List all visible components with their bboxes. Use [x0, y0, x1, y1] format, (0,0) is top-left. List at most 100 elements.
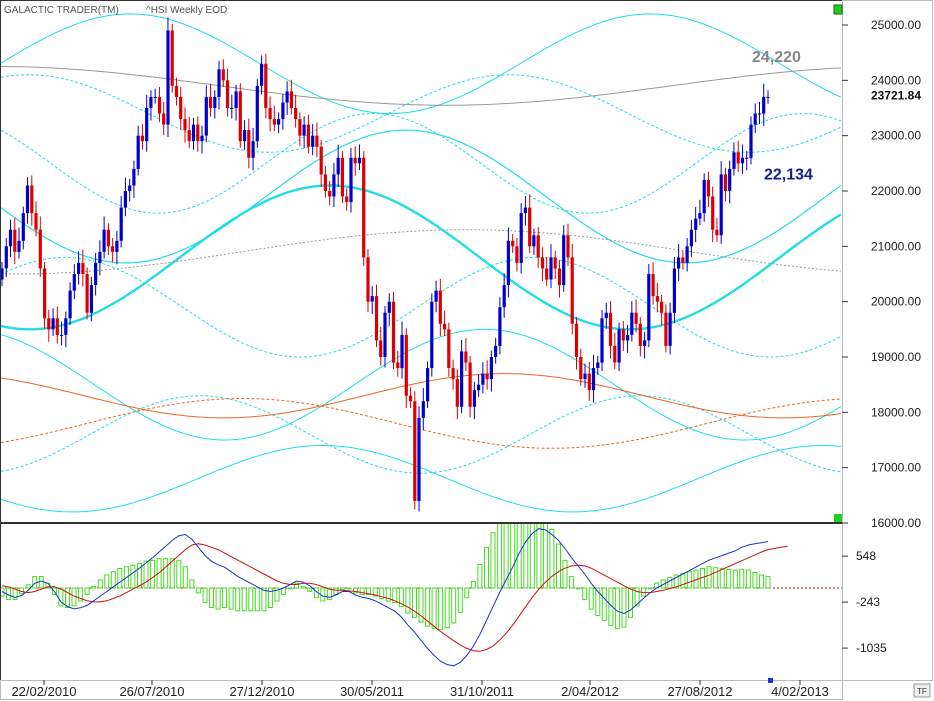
- histogram-bar: [110, 571, 116, 589]
- tf-button-label[interactable]: TF: [917, 687, 927, 696]
- candle-body: [413, 401, 417, 501]
- candle-body: [426, 368, 430, 402]
- candle-body: [621, 329, 625, 341]
- candle-body: [443, 323, 447, 330]
- candle-body: [170, 30, 174, 86]
- histogram-bar: [647, 587, 653, 590]
- histogram-bar: [732, 569, 738, 589]
- candle-body: [264, 63, 268, 108]
- candle-body: [106, 229, 110, 247]
- histogram-bar: [405, 587, 411, 614]
- price-panel-frame: [0, 0, 843, 523]
- date-tick-label: 26/07/2010: [119, 684, 184, 699]
- candle-body: [702, 179, 706, 214]
- histogram-bar: [104, 574, 110, 589]
- candle-body: [711, 196, 715, 230]
- candle-body: [43, 268, 47, 319]
- histogram-bar: [150, 559, 156, 589]
- price-tick-label: 19000.00: [871, 350, 921, 364]
- histogram-bar: [38, 576, 44, 589]
- candle-body: [532, 235, 536, 247]
- tf-button[interactable]: [913, 683, 931, 698]
- histogram-bar: [84, 587, 90, 595]
- candle-body: [153, 96, 157, 98]
- candle-body: [715, 229, 719, 236]
- histogram-bar: [516, 524, 522, 589]
- histogram-bar: [673, 574, 679, 589]
- macd-tick-label: -243: [856, 595, 880, 609]
- histogram-bar: [497, 524, 503, 589]
- histogram-bar: [457, 587, 463, 613]
- candle-body: [617, 329, 621, 363]
- candle-body: [162, 113, 166, 125]
- candle-body: [277, 119, 281, 125]
- candle-body: [660, 301, 664, 313]
- histogram-bar: [300, 585, 306, 589]
- candle-body: [332, 174, 336, 197]
- candle-body: [115, 240, 119, 252]
- cycle-curve-9: [1, 445, 842, 513]
- candle-body: [477, 384, 481, 391]
- candle-body: [166, 30, 170, 125]
- histogram-bar: [752, 572, 758, 589]
- histogram-bar: [241, 587, 247, 612]
- candle-body: [762, 96, 766, 114]
- cycle-curve-3: [1, 112, 842, 214]
- candle-body: [579, 357, 583, 380]
- histogram-bar: [418, 587, 424, 623]
- histogram-bar: [307, 587, 313, 592]
- price-tick-label: 20000.00: [871, 295, 921, 309]
- candle-body: [77, 262, 81, 274]
- histogram-bar: [346, 587, 352, 590]
- candle-body: [562, 235, 566, 286]
- histogram-bar: [614, 587, 620, 630]
- candle-body: [570, 257, 574, 324]
- candle-body: [157, 96, 162, 114]
- candle-body: [294, 108, 298, 120]
- bottom-panel-button[interactable]: [834, 514, 842, 522]
- candle-body: [221, 69, 225, 81]
- histogram-bar: [130, 564, 136, 589]
- candle-body: [472, 390, 476, 407]
- candle-body: [128, 185, 132, 191]
- candle-body: [706, 179, 710, 197]
- cycle-curve-10: [1, 66, 842, 106]
- histogram-bar: [25, 584, 31, 589]
- candle-body: [204, 96, 208, 136]
- candle-body: [51, 318, 55, 330]
- candle-body: [55, 318, 59, 335]
- macd-tick-label: -1035: [856, 641, 887, 655]
- candle-body: [89, 285, 93, 313]
- candle-body: [506, 240, 510, 286]
- histogram-bar: [117, 568, 123, 589]
- histogram-bar: [444, 587, 450, 629]
- histogram-bar: [398, 587, 404, 608]
- candle-body: [736, 152, 740, 164]
- candle-body: [319, 146, 323, 175]
- candle-body: [421, 401, 425, 418]
- candle-body: [664, 312, 668, 346]
- candle-body: [464, 351, 468, 363]
- scroll-marker[interactable]: [768, 678, 773, 683]
- candle-body: [485, 373, 489, 380]
- histogram-bar: [431, 587, 437, 630]
- candle-body: [523, 207, 527, 214]
- top-panel-button[interactable]: [833, 4, 843, 15]
- candle-body: [613, 345, 617, 363]
- histogram-bar: [470, 581, 476, 589]
- candle-body: [94, 262, 98, 285]
- annotation-upper-target: 24,220: [752, 49, 801, 66]
- date-tick-label: 27/12/2010: [229, 684, 294, 699]
- candle-body: [638, 323, 642, 346]
- candle-body: [21, 213, 25, 241]
- candle-body: [345, 196, 349, 202]
- candle-body: [298, 119, 302, 136]
- histogram-bar: [686, 571, 692, 589]
- histogram-bar: [97, 579, 103, 589]
- histogram-bar: [536, 524, 542, 589]
- candle-body: [13, 229, 17, 252]
- annotation-lower-target: 22,134: [764, 167, 813, 184]
- candle-body: [583, 373, 587, 380]
- candle-body: [587, 373, 591, 391]
